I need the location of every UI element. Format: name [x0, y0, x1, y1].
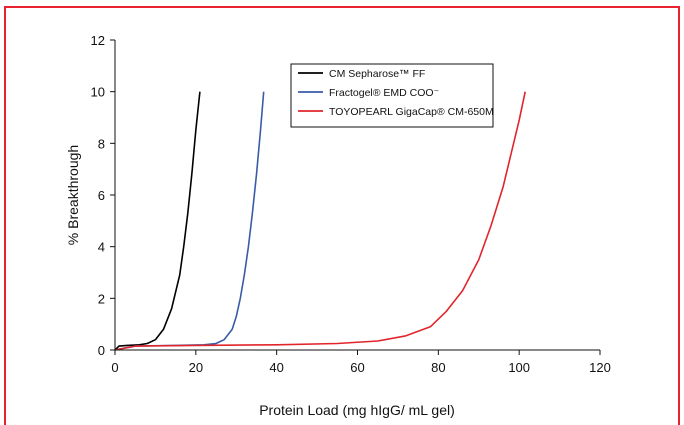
x-tick-label: 0: [111, 360, 118, 375]
x-tick-label: 100: [508, 360, 530, 375]
series-line-2: [114, 91, 265, 351]
x-tick-label: 60: [350, 360, 364, 375]
series-line-1: [114, 91, 201, 351]
y-axis-title: % Breakthrough: [65, 145, 81, 245]
y-tick-label: 8: [98, 136, 105, 151]
x-tick-label: 80: [431, 360, 445, 375]
y-tick-label: 4: [98, 240, 105, 255]
y-tick-label: 6: [98, 188, 105, 203]
x-tick-label: 20: [189, 360, 203, 375]
legend-label: Fractogel® EMD COO⁻: [329, 87, 440, 99]
legend-label: TOYOPEARL GigaCap® CM-650M: [329, 106, 494, 118]
legend-label: CM Sepharose™ FF: [329, 68, 425, 80]
series-line-3: [114, 91, 526, 351]
x-axis-title: Protein Load (mg hIgG/ mL gel): [259, 402, 455, 418]
y-tick-label: 2: [98, 291, 105, 306]
x-tick-label: 40: [269, 360, 283, 375]
x-tick-label: 120: [589, 360, 611, 375]
legend-box: [290, 63, 494, 128]
y-tick-label: 12: [91, 33, 105, 48]
y-tick-label: 0: [98, 343, 105, 358]
legend: CM Sepharose™ FF Fractogel® EMD COO⁻ TOYOP…: [290, 63, 494, 128]
y-tick-label: 10: [91, 85, 105, 100]
figure-frame: [4, 6, 680, 425]
